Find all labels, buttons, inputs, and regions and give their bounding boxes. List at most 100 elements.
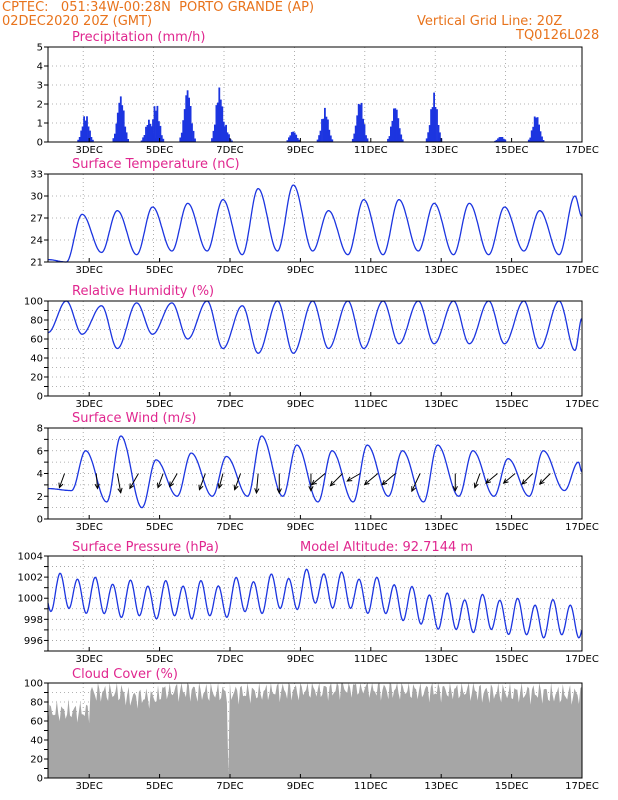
wind-arrow [198, 473, 206, 491]
precip-bar [140, 140, 143, 142]
precip-bar [425, 138, 428, 142]
wind-line [48, 435, 583, 509]
wind-arrow [233, 473, 242, 491]
y-tick-label: 0 [37, 515, 43, 526]
x-tick-label: 13DEC [424, 145, 458, 156]
wind-arrow [485, 473, 498, 484]
y-tick-label: 40 [30, 354, 43, 365]
precip-bar [527, 139, 530, 142]
x-tick-label: 5DEC [146, 399, 173, 410]
panel-pressure: 996 998 1000 1002 1004 3DEC 5DEC 7DEC 9DEC 11DEC 1… [18, 540, 599, 665]
precip-bar [328, 129, 331, 142]
precip-bar [529, 137, 532, 142]
y-tick-label: 60 [30, 335, 43, 346]
x-tick-label: 13DEC [424, 522, 458, 533]
humidity-line [47, 300, 583, 354]
panel-title: Cloud Cover (%) [72, 667, 178, 682]
precip-bar [501, 137, 504, 142]
x-tick-label: 5DEC [146, 654, 173, 665]
x-tick-label: 15DEC [495, 145, 529, 156]
precip-bar [401, 139, 404, 142]
precip-bar [159, 125, 162, 142]
x-tick-label: 15DEC [495, 522, 529, 533]
wind-arrow [254, 473, 260, 495]
wind-arrow [310, 473, 326, 486]
wind-arrow [473, 473, 481, 489]
precip-bar [316, 139, 319, 142]
precip-bar [211, 138, 213, 142]
precip-bar [322, 118, 325, 142]
wind-arrow [156, 473, 164, 489]
x-tick-label: 9DEC [287, 399, 314, 410]
y-tick-label: 20 [30, 755, 43, 766]
precip-bar [221, 106, 224, 142]
precip-bar [122, 110, 125, 142]
precip-bar [356, 115, 359, 142]
x-tick-label: 17DEC [565, 522, 599, 533]
y-tick-label: 1 [37, 119, 43, 130]
precip-bar [121, 105, 124, 142]
precip-bar [354, 125, 357, 142]
precip-bar [118, 102, 121, 142]
y-tick-label: 4 [37, 62, 43, 73]
y-tick-label: 6 [37, 446, 43, 457]
precip-bar [214, 124, 216, 142]
x-tick-label: 15DEC [495, 654, 529, 665]
panel-temperature: 21 24 27 30 33 3DEC 5DEC 7DEC 9DEC 11DEC 13DEC 15DE… [30, 157, 599, 276]
x-tick-label: 9DEC [287, 654, 314, 665]
precip-bar [194, 138, 196, 142]
precip-bar [542, 140, 545, 142]
precip-bar [191, 123, 193, 142]
precip-bar [90, 137, 93, 142]
y-tick-label: 60 [30, 717, 43, 728]
precip-bar [182, 120, 185, 142]
precip-bar [189, 106, 192, 142]
grid-line-note: Vertical Grid Line: 20Z [417, 14, 563, 29]
y-tick-label: 2 [37, 492, 43, 503]
precip-bar [80, 130, 83, 142]
precip-bar [498, 137, 501, 142]
precip-bar [436, 109, 438, 142]
y-tick-label: 2 [37, 100, 43, 111]
x-tick-label: 3DEC [75, 654, 102, 665]
precip-bar [394, 108, 397, 142]
y-tick-label: 996 [24, 636, 43, 647]
x-tick-label: 9DEC [287, 522, 314, 533]
x-tick-label: 15DEC [495, 399, 529, 410]
precip-bar [359, 104, 361, 142]
precip-bar [433, 92, 435, 142]
wind-arrow [217, 473, 224, 490]
x-tick-label: 15DEC [495, 781, 529, 792]
precip-bar [329, 135, 332, 142]
precip-bar [295, 134, 298, 142]
precip-bar [226, 132, 229, 142]
precip-bar [437, 125, 440, 142]
precip-bar [400, 134, 403, 142]
precip-bar [147, 139, 150, 142]
x-tick-label: 17DEC [565, 654, 599, 665]
precip-bar [360, 102, 363, 142]
precip-bar [393, 108, 395, 142]
precip-bar [365, 135, 367, 142]
precip-bar [225, 124, 227, 142]
precip-bar [212, 130, 215, 142]
panel-subtitle: Model Altitude: 92.7144 m [300, 540, 473, 555]
x-tick-label: 15DEC [495, 265, 529, 276]
y-tick-label: 33 [30, 170, 43, 181]
x-tick-label: 3DEC [75, 145, 102, 156]
precip-bar [142, 137, 144, 142]
y-tick-label: 998 [24, 615, 43, 626]
y-tick-label: 100 [24, 679, 43, 690]
precip-bar [539, 131, 542, 142]
precip-bar [125, 132, 128, 142]
x-tick-label: 17DEC [565, 781, 599, 792]
precip-bar [351, 138, 354, 142]
precip-bar [183, 109, 186, 142]
precip-bar [357, 103, 360, 142]
precip-bar [228, 134, 230, 142]
wind-arrow [381, 473, 396, 486]
precip-bar [430, 109, 432, 142]
precip-bar [179, 137, 182, 142]
precip-bar [388, 136, 391, 142]
x-tick-label: 7DEC [216, 399, 243, 410]
